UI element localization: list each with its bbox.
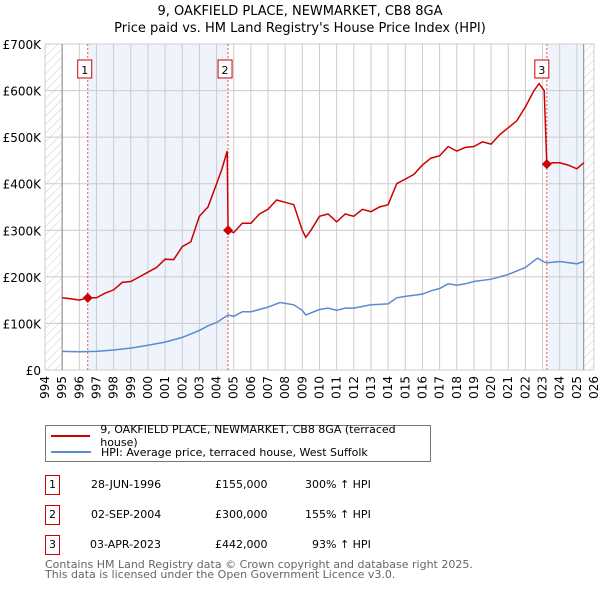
- x-tick-label: 2012: [347, 376, 361, 400]
- y-tick-label: £300K: [3, 224, 43, 238]
- y-tick-label: £700K: [3, 38, 43, 52]
- sale-hpi-change: 155% ↑ HPI: [305, 508, 371, 521]
- sale-label-box: [217, 59, 233, 79]
- x-tick-label: 2001: [158, 376, 172, 400]
- x-tick-label: 2018: [450, 376, 464, 400]
- sale-date: 28-JUN-1996: [91, 478, 162, 491]
- x-tick-label: 2025: [570, 376, 584, 400]
- x-tick-label: 1995: [55, 376, 69, 400]
- x-tick-label: 1996: [72, 376, 86, 400]
- chart-title: 9, OAKFIELD PLACE, NEWMARKET, CB8 8GA: [157, 4, 443, 19]
- sale-hpi-change: 300% ↑ HPI: [305, 478, 371, 491]
- sale-date: 03-APR-2023: [90, 538, 162, 551]
- sale-point: [541, 159, 552, 170]
- sale-point: [223, 225, 234, 236]
- x-tick-label: 2016: [415, 376, 429, 400]
- price-chart: 1 2 3 £0 £100K £200K £300K £400K £500K £600K £700K…: [3, 38, 600, 400]
- legend-item-hpi: HPI: Average price, terraced house, West…: [51, 444, 368, 460]
- x-tick-label: 2008: [278, 376, 292, 400]
- property-price-line: [62, 82, 585, 301]
- x-tick-label: 2005: [227, 376, 241, 400]
- legend-label: HPI: Average price, terraced house, West…: [101, 445, 368, 459]
- x-tick-label: 2023: [536, 376, 550, 400]
- y-tick-label: £200K: [3, 271, 43, 285]
- y-tick-label: £400K: [3, 178, 43, 192]
- y-tick-label: £600K: [3, 85, 43, 99]
- sale-date: 02-SEP-2004: [91, 508, 162, 521]
- x-tick-label: 2021: [501, 376, 515, 400]
- sale-price: £300,000: [215, 508, 268, 521]
- footer: Contains HM Land Registry data © Crown c…: [45, 558, 473, 581]
- x-tick-label: 2007: [261, 376, 275, 400]
- x-tick-label: 2020: [484, 376, 498, 400]
- hpi-line: [62, 257, 584, 353]
- x-tick-label: 2017: [433, 376, 447, 400]
- x-tick-label: 2011: [330, 376, 344, 400]
- x-tick-label: 2013: [364, 376, 378, 400]
- sale-label-number: 3: [538, 64, 545, 77]
- x-tick-label: 2022: [518, 376, 532, 400]
- legend-label: 9, OAKFIELD PLACE, NEWMARKET, CB8 8GA (t…: [100, 423, 396, 449]
- x-tick-label: 2003: [192, 376, 206, 400]
- x-tick-label: 2019: [467, 376, 481, 400]
- x-tick-label: 1999: [124, 376, 138, 400]
- ownership-shade: [87, 44, 229, 370]
- legend-swatch-red: [51, 435, 91, 437]
- legend-item-property: 9, OAKFIELD PLACE, NEWMARKET, CB8 8GA (t…: [51, 423, 430, 449]
- x-tick-label: 2006: [244, 376, 258, 400]
- x-tick-label: 2024: [553, 376, 567, 400]
- x-tick-label: 2000: [141, 376, 155, 400]
- sale-price: £442,000: [215, 538, 268, 551]
- sale-label-number: 2: [222, 64, 229, 77]
- x-tick-label: 1994: [38, 376, 52, 400]
- legend-swatch-blue: [51, 451, 91, 453]
- ownership-shade: [546, 44, 584, 370]
- y-tick-label: £0: [26, 364, 41, 378]
- sale-number-badge: 2: [45, 505, 60, 525]
- sale-number-badge: 1: [45, 475, 60, 495]
- sale-label-number: 1: [81, 64, 88, 77]
- y-tick-label: £100K: [3, 317, 43, 331]
- sale-label-box: [534, 59, 550, 79]
- sale-label-box: [77, 59, 93, 79]
- x-tick-label: 1998: [107, 376, 121, 400]
- chart-subtitle: Price paid vs. HM Land Registry's House …: [114, 21, 486, 36]
- x-tick-label: 2015: [398, 376, 412, 400]
- x-tick-label: 1997: [89, 376, 103, 400]
- sale-hpi-change: 93% ↑ HPI: [312, 538, 371, 551]
- sale-price: £155,000: [215, 478, 268, 491]
- sale-number-badge: 3: [45, 535, 60, 555]
- sale-point: [82, 292, 93, 303]
- x-tick-label: 2010: [313, 376, 327, 400]
- hatch-region-post-data: [583, 44, 594, 370]
- x-tick-label: 2026: [587, 376, 600, 400]
- y-tick-label: £500K: [3, 131, 43, 145]
- x-tick-label: 2014: [381, 376, 395, 400]
- x-tick-label: 2004: [210, 376, 224, 400]
- x-tick-label: 2009: [295, 376, 309, 400]
- chart-title-block: 9, OAKFIELD PLACE, NEWMARKET, CB8 8GA Pr…: [0, 3, 600, 37]
- footer-copyright: Contains HM Land Registry data © Crown c…: [45, 558, 473, 571]
- x-tick-label: 2002: [175, 376, 189, 400]
- footer-licence: This data is licensed under the Open Gov…: [45, 568, 396, 581]
- legend: 9, OAKFIELD PLACE, NEWMARKET, CB8 8GA (t…: [45, 423, 431, 462]
- hatch-region-pre-data: [45, 44, 63, 370]
